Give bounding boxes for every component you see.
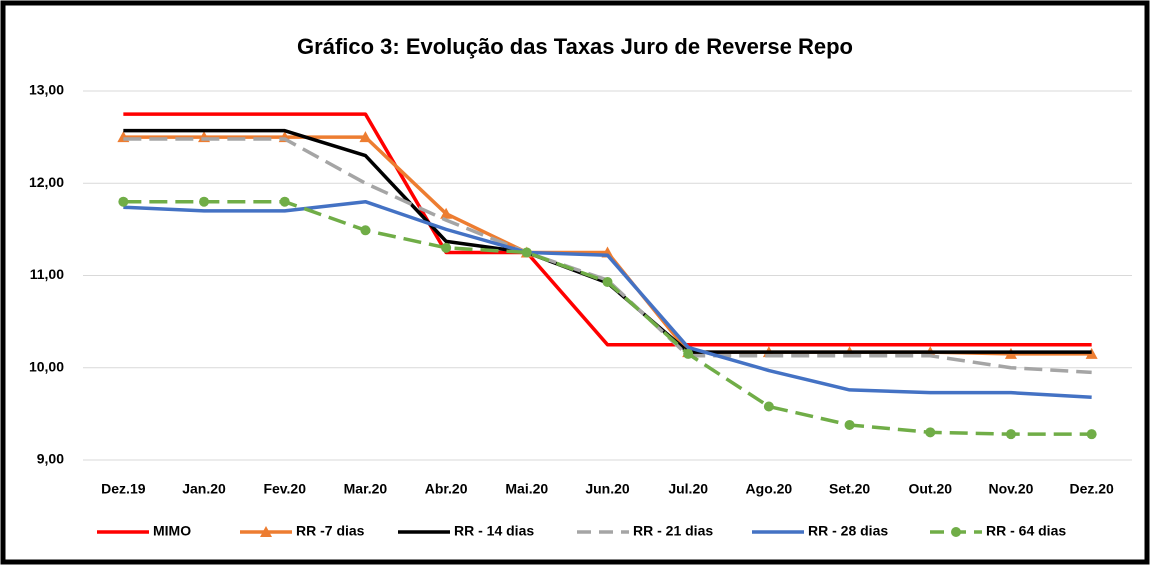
chart-title: Gráfico 3: Evolução das Taxas Juro de Re… — [297, 34, 853, 59]
x-tick-label: Set.20 — [829, 481, 870, 497]
legend-label: RR - 21 dias — [633, 523, 713, 539]
x-tick-label: Nov.20 — [989, 481, 1034, 497]
legend-label: RR - 64 dias — [986, 523, 1066, 539]
x-tick-label: Jul.20 — [668, 481, 708, 497]
x-tick-label: Dez.19 — [101, 481, 146, 497]
marker — [118, 196, 129, 207]
x-tick-label: Jun.20 — [585, 481, 630, 497]
y-tick-label: 10,00 — [29, 358, 64, 374]
marker — [441, 242, 452, 253]
marker — [521, 247, 532, 258]
series-line — [123, 199, 1092, 400]
y-tick-label: 9,00 — [37, 451, 64, 467]
x-tick-label: Abr.20 — [425, 481, 468, 497]
y-tick-label: 13,00 — [29, 82, 64, 98]
marker — [440, 207, 453, 219]
legend-marker — [260, 526, 272, 537]
marker — [925, 427, 936, 438]
x-tick-label: Ago.20 — [746, 481, 793, 497]
legend-label: RR -7 dias — [296, 523, 365, 539]
marker — [1086, 429, 1097, 440]
x-tick-label: Jan.20 — [182, 481, 226, 497]
legend-marker — [951, 527, 961, 537]
marker — [1005, 429, 1016, 440]
x-tick-label: Mar.20 — [344, 481, 388, 497]
series-line — [123, 137, 1092, 375]
x-tick-label: Mai.20 — [505, 481, 548, 497]
x-tick-label: Out.20 — [908, 481, 952, 497]
y-tick-label: 11,00 — [30, 266, 64, 282]
legend-label: MIMO — [153, 523, 191, 539]
marker — [199, 196, 210, 207]
x-tick-label: Fev.20 — [263, 481, 306, 497]
marker — [602, 276, 613, 287]
marker — [763, 401, 774, 412]
marker — [359, 131, 372, 143]
marker — [683, 348, 694, 359]
marker — [279, 196, 290, 207]
legend-label: RR - 28 dias — [808, 523, 888, 539]
x-tick-label: Dez.20 — [1069, 481, 1114, 497]
marker — [844, 419, 855, 430]
marker — [360, 225, 371, 236]
y-tick-label: 12,00 — [29, 174, 64, 190]
legend-label: RR - 14 dias — [454, 523, 534, 539]
series-line — [123, 112, 1092, 347]
